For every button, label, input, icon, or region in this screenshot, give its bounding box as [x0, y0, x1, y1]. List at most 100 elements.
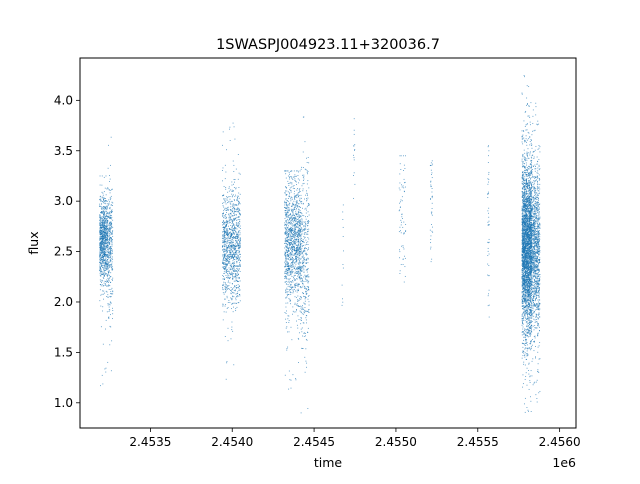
- data-point: [224, 228, 226, 230]
- data-point: [228, 285, 230, 286]
- data-point: [287, 302, 289, 304]
- data-point: [230, 276, 231, 278]
- data-point: [298, 258, 300, 260]
- data-point: [300, 412, 302, 414]
- data-point: [102, 194, 104, 196]
- data-point: [528, 157, 530, 159]
- data-point: [299, 191, 301, 192]
- data-point: [99, 184, 101, 186]
- data-point: [103, 269, 105, 271]
- data-point: [299, 277, 301, 279]
- data-point: [104, 211, 106, 213]
- data-point: [109, 344, 111, 346]
- data-point: [290, 266, 292, 268]
- data-point: [301, 327, 303, 329]
- data-point: [228, 245, 230, 247]
- data-point: [301, 185, 303, 187]
- data-point: [291, 218, 293, 220]
- data-point: [295, 212, 297, 214]
- data-point: [108, 236, 110, 238]
- data-point: [105, 175, 107, 177]
- data-point: [297, 241, 299, 243]
- data-point: [306, 206, 308, 208]
- data-point: [106, 218, 108, 220]
- data-point: [222, 256, 224, 258]
- data-point: [223, 250, 225, 252]
- data-point: [399, 173, 401, 175]
- data-point: [102, 240, 104, 242]
- data-point: [294, 259, 296, 261]
- data-point: [301, 297, 302, 299]
- data-point: [295, 250, 297, 252]
- data-point: [100, 255, 102, 256]
- data-point: [226, 276, 227, 278]
- data-point: [304, 296, 306, 297]
- data-point: [285, 246, 287, 247]
- data-point: [527, 258, 529, 260]
- data-point: [110, 237, 111, 239]
- data-point: [530, 223, 532, 225]
- data-point: [101, 223, 103, 225]
- data-point: [288, 184, 290, 186]
- data-point: [294, 238, 296, 240]
- data-point: [296, 195, 298, 197]
- data-point: [306, 291, 308, 293]
- data-point: [102, 257, 104, 259]
- data-point: [288, 388, 290, 390]
- data-point: [291, 228, 293, 230]
- data-point: [230, 189, 232, 191]
- data-point: [287, 254, 289, 255]
- data-point: [307, 180, 309, 182]
- data-point: [290, 379, 292, 381]
- data-point: [530, 345, 532, 347]
- data-point: [292, 241, 293, 242]
- data-point: [101, 374, 103, 376]
- data-point: [296, 221, 298, 222]
- data-point: [292, 292, 294, 294]
- data-point: [107, 303, 109, 305]
- data-point: [288, 282, 290, 284]
- data-point: [306, 248, 307, 249]
- data-point: [104, 292, 106, 294]
- data-point: [285, 231, 287, 233]
- data-point: [234, 265, 236, 267]
- data-point: [222, 227, 224, 228]
- data-point: [288, 280, 290, 282]
- data-point: [301, 311, 302, 313]
- data-point: [231, 233, 233, 235]
- data-point: [101, 208, 103, 210]
- data-point: [101, 273, 103, 275]
- data-point: [287, 257, 289, 259]
- data-point: [235, 188, 237, 190]
- data-point: [290, 326, 292, 328]
- data-point: [303, 335, 305, 337]
- data-point: [293, 227, 295, 229]
- data-point: [229, 248, 231, 250]
- data-point: [289, 242, 291, 243]
- data-point: [238, 195, 240, 197]
- data-point: [287, 272, 289, 274]
- data-point: [99, 175, 101, 177]
- data-point: [103, 253, 105, 255]
- data-point: [299, 265, 301, 267]
- data-point: [287, 198, 289, 199]
- data-point: [234, 204, 236, 206]
- data-point: [237, 287, 239, 288]
- data-point: [108, 202, 110, 204]
- data-point: [101, 184, 103, 186]
- data-point: [286, 244, 288, 246]
- data-point: [284, 277, 286, 279]
- data-point: [292, 264, 294, 266]
- data-point: [224, 254, 226, 256]
- data-point: [108, 239, 110, 241]
- data-point: [101, 250, 103, 252]
- data-point: [112, 230, 114, 232]
- data-point: [225, 250, 227, 252]
- data-point: [226, 219, 228, 221]
- data-point: [285, 266, 287, 268]
- data-point: [103, 225, 105, 227]
- data-point: [290, 274, 292, 276]
- data-point: [229, 254, 231, 255]
- data-point: [231, 196, 233, 198]
- data-point: [287, 265, 289, 267]
